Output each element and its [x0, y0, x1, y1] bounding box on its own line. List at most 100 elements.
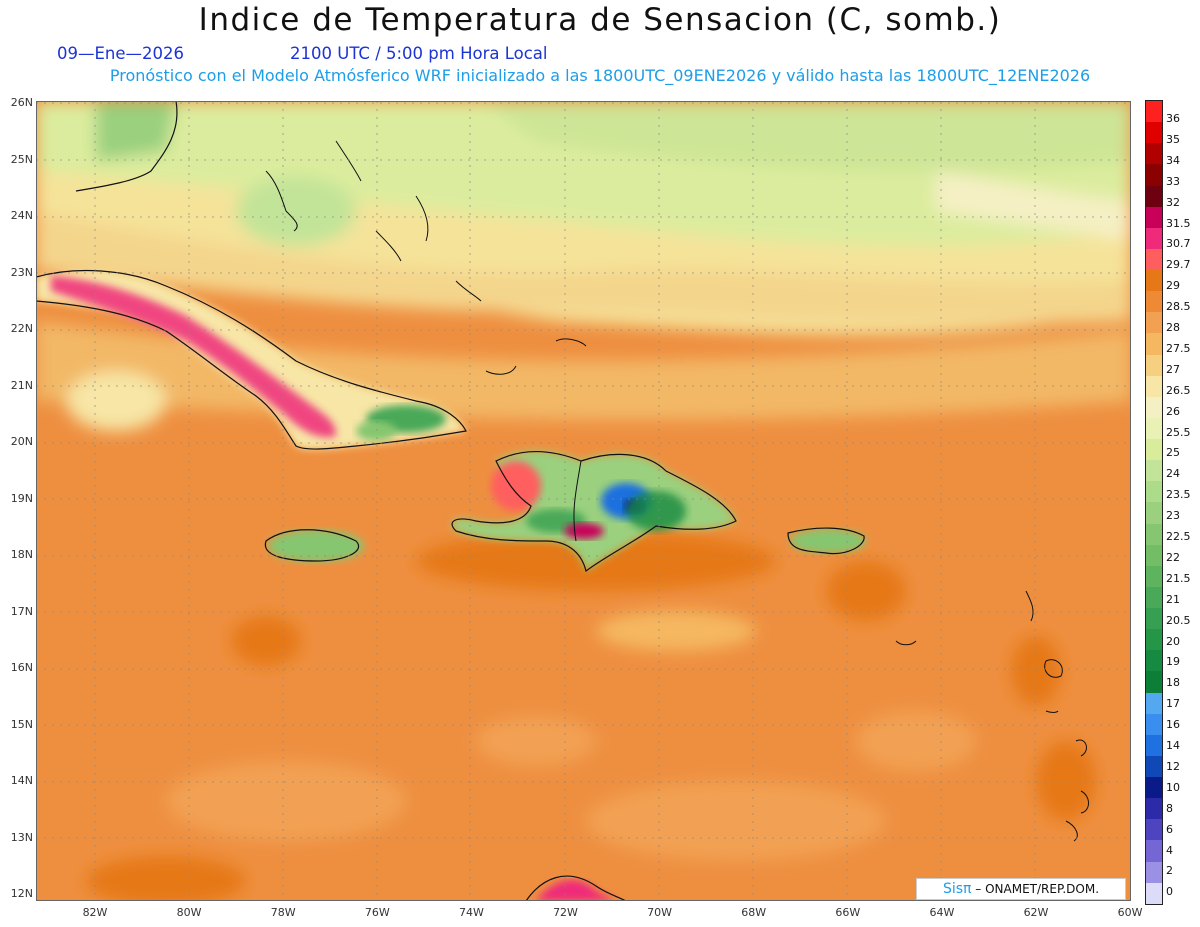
- lon-label: 60W: [1117, 906, 1143, 919]
- lon-label: 64W: [929, 906, 955, 919]
- lat-label: 18N: [10, 548, 33, 561]
- lon-label: 78W: [270, 906, 296, 919]
- jamaica-shading: [264, 529, 364, 562]
- colorbar-swatch: [1146, 544, 1162, 566]
- colorbar-label: 17: [1166, 697, 1180, 711]
- colorbar-label: 26.5: [1166, 383, 1191, 397]
- lat-label: 26N: [10, 96, 33, 109]
- colorbar-swatch: [1146, 291, 1162, 313]
- map-canvas: [36, 101, 1131, 901]
- gridlines: [36, 101, 1131, 901]
- colorbar-swatch: [1146, 692, 1162, 714]
- colorbar-label: 18: [1166, 676, 1180, 690]
- colorbar-swatch: [1146, 565, 1162, 587]
- colorbar-label: 8: [1166, 801, 1173, 815]
- colorbar-swatch: [1146, 481, 1162, 503]
- colorbar-label: 10: [1166, 780, 1180, 794]
- lat-label: 15N: [10, 717, 33, 731]
- lon-label: 66W: [835, 906, 861, 919]
- colorbar-swatch: [1146, 333, 1162, 355]
- colorbar-swatch: [1146, 270, 1162, 292]
- forecast-info: Pronóstico con el Modelo Atmósferico WRF…: [109, 66, 1091, 85]
- colorbar-swatch: [1146, 755, 1162, 777]
- credit-text: – ONAMET/REP.DOM.: [971, 882, 1100, 896]
- colorbar-label: 32: [1166, 195, 1180, 209]
- colorbar-label: 22: [1166, 550, 1180, 564]
- colorbar-swatch: [1146, 840, 1162, 862]
- colorbar-swatch: [1146, 122, 1162, 144]
- temperature-map: [36, 101, 1131, 901]
- colorbar-swatch: [1146, 586, 1162, 608]
- lat-label: 14N: [10, 774, 33, 787]
- colorbar: [1145, 100, 1163, 905]
- colorbar-swatch: [1146, 650, 1162, 672]
- colorbar-swatch: [1146, 227, 1162, 249]
- colorbar-label: 34: [1166, 153, 1180, 167]
- colorbar-swatch: [1146, 798, 1162, 820]
- colorbar-label: 24: [1166, 467, 1180, 481]
- colorbar-label: 2: [1166, 864, 1173, 878]
- south-coast-shading: [525, 875, 627, 901]
- field-shading: [36, 101, 1131, 901]
- colorbar-swatch: [1146, 671, 1162, 693]
- lon-label: 74W: [458, 906, 484, 919]
- colorbar-swatch: [1146, 248, 1162, 270]
- colorbar-swatch: [1146, 101, 1162, 123]
- colorbar-label: 6: [1166, 822, 1173, 836]
- lat-label: 13N: [10, 830, 33, 844]
- colorbar-label: 31.5: [1166, 216, 1191, 230]
- colorbar-swatch: [1146, 354, 1162, 376]
- colorbar-swatch: [1146, 439, 1162, 461]
- colorbar-swatch: [1146, 206, 1162, 228]
- brand-label: Sisπ: [942, 881, 972, 897]
- colorbar-swatch: [1146, 502, 1162, 524]
- colorbar-label: 20: [1166, 634, 1180, 648]
- lon-label: 76W: [364, 906, 390, 919]
- colorbar-swatch: [1146, 882, 1162, 904]
- colorbar-label: 23: [1166, 509, 1180, 523]
- colorbar-swatch: [1146, 861, 1162, 883]
- colorbar-label: 0: [1166, 885, 1173, 899]
- colorbar-label: 22.5: [1166, 530, 1191, 543]
- lat-label: 22N: [10, 322, 33, 335]
- colorbar-label: 16: [1166, 718, 1180, 732]
- colorbar-label: 21.5: [1166, 571, 1191, 585]
- colorbar-swatch: [1146, 460, 1162, 482]
- time-label: 2100 UTC / 5:00 pm Hora Local: [290, 44, 548, 63]
- colorbar-label: 36: [1166, 112, 1180, 125]
- lon-label: 70W: [647, 906, 673, 919]
- colorbar-label: 33: [1166, 174, 1180, 188]
- colorbar-swatch: [1146, 523, 1162, 545]
- lat-label: 20N: [10, 435, 33, 448]
- colorbar-label: 27: [1166, 362, 1180, 376]
- colorbar-label: 14: [1166, 739, 1180, 752]
- lon-label: 62W: [1023, 906, 1049, 919]
- lat-label: 17N: [10, 604, 33, 618]
- colorbar-swatch: [1146, 819, 1162, 841]
- colorbar-label: 4: [1166, 843, 1173, 857]
- cuba-shading: [36, 269, 467, 450]
- lat-label: 19N: [10, 491, 33, 505]
- colorbar-label: 23.5: [1166, 488, 1191, 502]
- colorbar-swatch: [1146, 164, 1162, 186]
- lat-label: 21N: [10, 378, 33, 392]
- colorbar-swatch: [1146, 734, 1162, 756]
- colorbar-swatch: [1146, 777, 1162, 799]
- lon-label: 82W: [82, 906, 108, 919]
- colorbar-label: 12: [1166, 759, 1180, 773]
- colorbar-label: 20.5: [1166, 613, 1191, 627]
- colorbar-swatch: [1146, 312, 1162, 334]
- lat-label: 25N: [10, 152, 33, 166]
- credit-box: Sisπ – ONAMET/REP.DOM.: [916, 878, 1126, 900]
- colorbar-label: 29.7: [1166, 258, 1191, 272]
- colorbar-swatch: [1146, 713, 1162, 735]
- lon-label: 72W: [553, 906, 578, 919]
- date-label: 09—Ene—2026: [57, 44, 185, 63]
- colorbar-label: 28.5: [1166, 300, 1191, 314]
- lat-label: 12N: [10, 887, 33, 900]
- colorbar-label: 19: [1166, 655, 1180, 669]
- colorbar-label: 27.5: [1166, 341, 1191, 355]
- colorbar-swatch: [1146, 396, 1162, 418]
- colorbar-swatch: [1146, 375, 1162, 397]
- colorbar-swatch: [1146, 185, 1162, 207]
